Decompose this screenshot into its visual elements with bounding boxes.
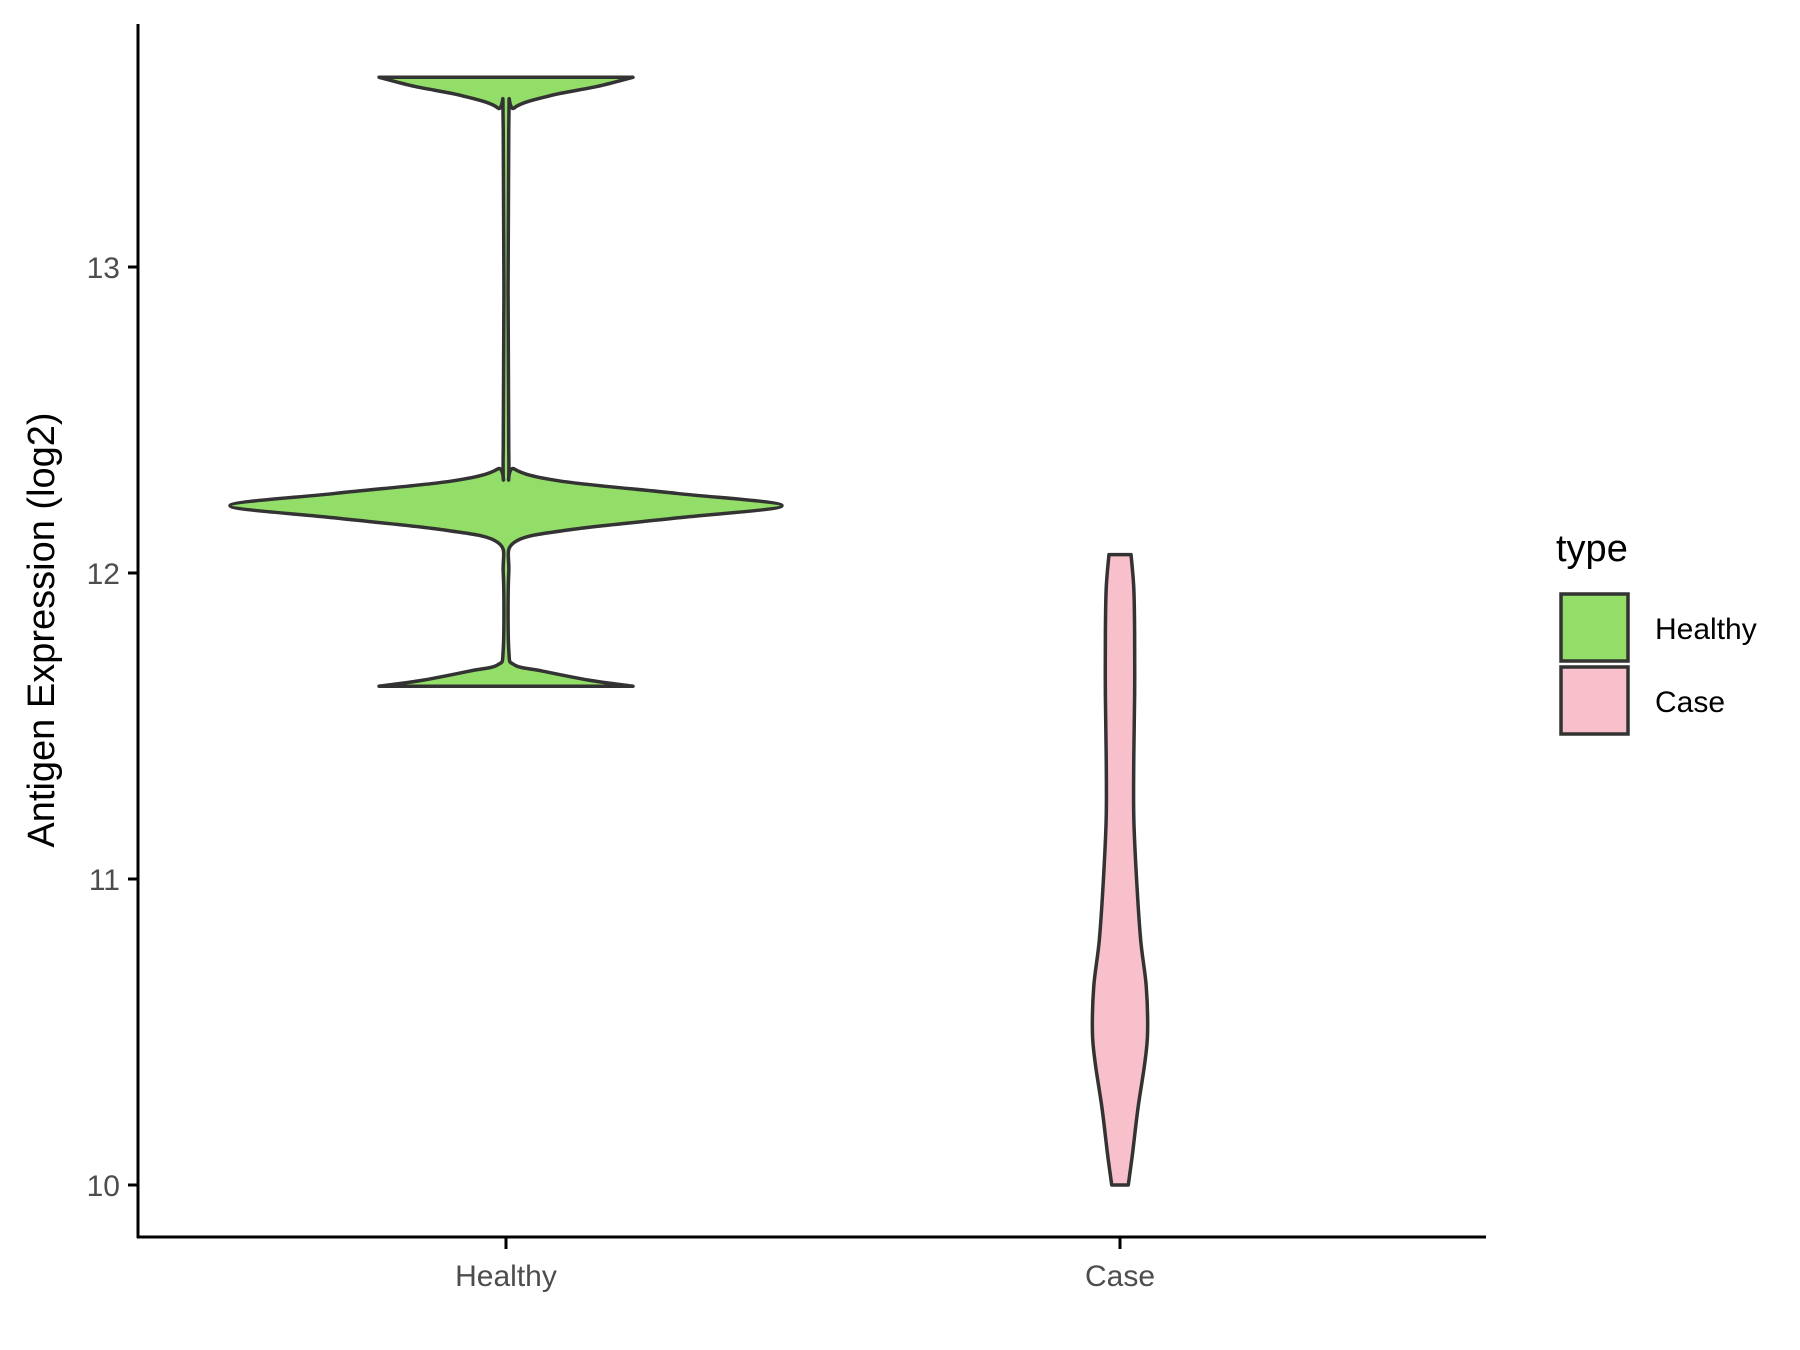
violin-case bbox=[1090, 552, 1150, 1187]
y-ticks: 10 11 12 13 bbox=[87, 252, 138, 1203]
y-tick-label-11: 11 bbox=[89, 864, 120, 897]
y-axis-title: Antigen Expression (log2) bbox=[21, 412, 63, 847]
legend-title: type bbox=[1556, 528, 1628, 570]
y-tick-label-10: 10 bbox=[87, 1170, 120, 1203]
y-tick-label-13: 13 bbox=[87, 252, 120, 285]
legend-key-healthy bbox=[1559, 592, 1630, 663]
x-tick-label-healthy: Healthy bbox=[455, 1260, 557, 1293]
axes-layer bbox=[136, 24, 1486, 1239]
violin-healthy bbox=[228, 75, 784, 688]
x-ticks: Healthy Case bbox=[455, 1238, 1155, 1293]
legend-label-case: Case bbox=[1655, 686, 1725, 719]
x-tick-label-case: Case bbox=[1085, 1260, 1155, 1293]
legend-label-healthy: Healthy bbox=[1655, 613, 1757, 646]
y-tick-label-12: 12 bbox=[87, 558, 120, 591]
violins-layer bbox=[228, 75, 1150, 1187]
legend-key-case bbox=[1559, 665, 1630, 736]
legend: type Healthy Case bbox=[1556, 528, 1757, 736]
